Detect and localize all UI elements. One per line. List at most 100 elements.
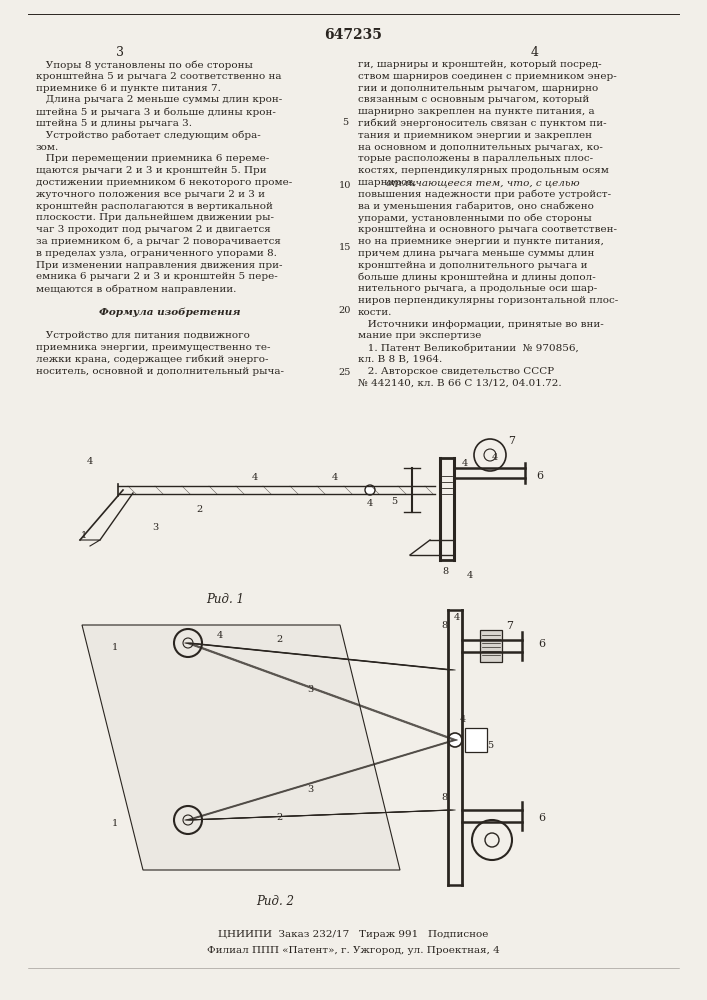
Text: 4: 4 bbox=[252, 474, 258, 483]
Text: Филиал ППП «Патент», г. Ужгород, ул. Проектная, 4: Филиал ППП «Патент», г. Ужгород, ул. Про… bbox=[206, 946, 499, 955]
Text: № 442140, кл. В 66 С 13/12, 04.01.72.: № 442140, кл. В 66 С 13/12, 04.01.72. bbox=[358, 379, 561, 388]
Text: кронштейна 5 и рычага 2 соответственно на: кронштейна 5 и рычага 2 соответственно н… bbox=[36, 72, 281, 81]
Text: 6: 6 bbox=[537, 471, 544, 481]
Text: шарнирно закреплен на пункте питания, а: шарнирно закреплен на пункте питания, а bbox=[358, 107, 595, 116]
Text: 4: 4 bbox=[460, 716, 466, 724]
Text: 1: 1 bbox=[112, 644, 118, 652]
Text: 1: 1 bbox=[112, 820, 118, 828]
Text: 5: 5 bbox=[487, 740, 493, 750]
Text: Источники информации, принятые во вни-: Источники информации, принятые во вни- bbox=[358, 320, 604, 329]
Text: чаг 3 проходит под рычагом 2 и двигается: чаг 3 проходит под рычагом 2 и двигается bbox=[36, 225, 271, 234]
Text: 4: 4 bbox=[454, 613, 460, 622]
Text: 4: 4 bbox=[367, 499, 373, 508]
Text: 8: 8 bbox=[441, 620, 447, 630]
Text: ством шарниров соединен с приемником энер-: ством шарниров соединен с приемником эне… bbox=[358, 72, 617, 81]
Text: кронштейн располагаются в вертикальной: кронштейн располагаются в вертикальной bbox=[36, 202, 273, 211]
Text: ги, шарниры и кронштейн, который посред-: ги, шарниры и кронштейн, который посред- bbox=[358, 60, 602, 69]
Text: 3: 3 bbox=[307, 686, 313, 694]
Text: но на приемнике энергии и пункте питания,: но на приемнике энергии и пункте питания… bbox=[358, 237, 604, 246]
Text: Устройство для питания подвижного: Устройство для питания подвижного bbox=[36, 331, 250, 340]
Circle shape bbox=[365, 485, 375, 495]
Text: кронштейна и дополнительного рычага и: кронштейна и дополнительного рычага и bbox=[358, 261, 588, 270]
Text: зом.: зом. bbox=[36, 143, 59, 152]
Text: 4: 4 bbox=[467, 572, 473, 580]
Text: 8: 8 bbox=[441, 794, 447, 802]
Text: 4: 4 bbox=[87, 458, 93, 466]
Text: плоскости. При дальнейшем движении ры-: плоскости. При дальнейшем движении ры- bbox=[36, 213, 274, 222]
Text: Рид. 2: Рид. 2 bbox=[256, 895, 294, 908]
Text: отличающееся тем, что, с целью: отличающееся тем, что, с целью bbox=[386, 178, 580, 187]
Text: 3: 3 bbox=[116, 46, 124, 59]
Polygon shape bbox=[82, 625, 400, 870]
Text: носитель, основной и дополнительный рыча-: носитель, основной и дополнительный рыча… bbox=[36, 367, 284, 376]
Text: При изменении направления движения при-: При изменении направления движения при- bbox=[36, 261, 283, 270]
Text: торые расположены в параллельных плос-: торые расположены в параллельных плос- bbox=[358, 154, 593, 163]
Text: 15: 15 bbox=[339, 243, 351, 252]
Text: на основном и дополнительных рычагах, ко-: на основном и дополнительных рычагах, ко… bbox=[358, 143, 603, 152]
Text: 5: 5 bbox=[391, 497, 397, 506]
Text: 6: 6 bbox=[539, 813, 546, 823]
Text: емника 6 рычаги 2 и 3 и кронштейн 5 пере-: емника 6 рычаги 2 и 3 и кронштейн 5 пере… bbox=[36, 272, 278, 281]
Text: мание при экспертизе: мание при экспертизе bbox=[358, 331, 481, 340]
Text: связанным с основным рычагом, который: связанным с основным рычагом, который bbox=[358, 95, 589, 104]
Text: мещаются в обратном направлении.: мещаются в обратном направлении. bbox=[36, 284, 236, 294]
Text: 10: 10 bbox=[339, 181, 351, 190]
Text: упорами, установленными по обе стороны: упорами, установленными по обе стороны bbox=[358, 213, 592, 223]
Text: Формула изобретения: Формула изобретения bbox=[99, 308, 241, 317]
Text: тания и приемником энергии и закреплен: тания и приемником энергии и закреплен bbox=[358, 131, 592, 140]
Text: за приемником 6, а рычаг 2 поворачивается: за приемником 6, а рычаг 2 поворачиваетс… bbox=[36, 237, 281, 246]
Text: При перемещении приемника 6 переме-: При перемещении приемника 6 переме- bbox=[36, 154, 269, 163]
Text: 2. Авторское свидетельство СССР: 2. Авторское свидетельство СССР bbox=[358, 367, 554, 376]
Text: 20: 20 bbox=[339, 306, 351, 315]
Text: Рид. 1: Рид. 1 bbox=[206, 593, 244, 606]
Text: 3: 3 bbox=[152, 524, 158, 532]
Circle shape bbox=[448, 733, 462, 747]
Text: ниров перпендикулярны горизонтальной плос-: ниров перпендикулярны горизонтальной пло… bbox=[358, 296, 618, 305]
Text: ЦНИИПИ  Заказ 232/17   Тираж 991   Подписное: ЦНИИПИ Заказ 232/17 Тираж 991 Подписное bbox=[218, 930, 489, 939]
Text: 2: 2 bbox=[277, 814, 283, 822]
Text: 4: 4 bbox=[462, 458, 468, 468]
Bar bbox=[480, 630, 502, 662]
Text: 4: 4 bbox=[217, 631, 223, 640]
Text: штейна 5 и длины рычага 3.: штейна 5 и длины рычага 3. bbox=[36, 119, 192, 128]
Text: шарниров,: шарниров, bbox=[358, 178, 420, 187]
Text: ва и уменьшения габаритов, оно снабжено: ва и уменьшения габаритов, оно снабжено bbox=[358, 202, 594, 211]
Text: Устройство работает следующим обра-: Устройство работает следующим обра- bbox=[36, 131, 261, 140]
Text: Длина рычага 2 меньше суммы длин крон-: Длина рычага 2 меньше суммы длин крон- bbox=[36, 95, 282, 104]
Text: причем длина рычага меньше суммы длин: причем длина рычага меньше суммы длин bbox=[358, 249, 595, 258]
Text: гибкий энергоноситель связан с пунктом пи-: гибкий энергоноситель связан с пунктом п… bbox=[358, 119, 607, 128]
Text: Упоры 8 установлены по обе стороны: Упоры 8 установлены по обе стороны bbox=[36, 60, 253, 70]
Text: 4: 4 bbox=[332, 474, 338, 483]
Text: 4: 4 bbox=[492, 454, 498, 462]
Bar bbox=[465, 728, 487, 752]
Text: 7: 7 bbox=[506, 621, 513, 631]
Text: 2: 2 bbox=[277, 636, 283, 645]
Text: 1. Патент Великобритании  № 970856,: 1. Патент Великобритании № 970856, bbox=[358, 343, 579, 353]
Text: 4: 4 bbox=[531, 46, 539, 59]
Text: 8: 8 bbox=[442, 568, 448, 576]
Text: 5: 5 bbox=[342, 118, 348, 127]
Text: гии и дополнительным рычагом, шарнирно: гии и дополнительным рычагом, шарнирно bbox=[358, 84, 598, 93]
Text: приемника энергии, преимущественно те-: приемника энергии, преимущественно те- bbox=[36, 343, 271, 352]
Text: 25: 25 bbox=[339, 368, 351, 377]
Text: костях, перпендикулярных продольным осям: костях, перпендикулярных продольным осям bbox=[358, 166, 609, 175]
Text: кронштейна и основного рычага соответствен-: кронштейна и основного рычага соответств… bbox=[358, 225, 617, 234]
Text: 647235: 647235 bbox=[324, 28, 382, 42]
Text: 2: 2 bbox=[197, 506, 203, 514]
Text: нительного рычага, а продольные оси шар-: нительного рычага, а продольные оси шар- bbox=[358, 284, 597, 293]
Text: достижении приемником 6 некоторого проме-: достижении приемником 6 некоторого проме… bbox=[36, 178, 292, 187]
Text: повышения надежности при работе устройст-: повышения надежности при работе устройст… bbox=[358, 190, 611, 199]
Text: 6: 6 bbox=[539, 639, 546, 649]
Text: в пределах узла, ограниченного упорами 8.: в пределах узла, ограниченного упорами 8… bbox=[36, 249, 277, 258]
Text: 1: 1 bbox=[81, 530, 87, 540]
Text: кости.: кости. bbox=[358, 308, 392, 317]
Text: штейна 5 и рычага 3 и больше длины крон-: штейна 5 и рычага 3 и больше длины крон- bbox=[36, 107, 276, 117]
Text: кл. В 8 В, 1964.: кл. В 8 В, 1964. bbox=[358, 355, 443, 364]
Text: лежки крана, содержащее гибкий энерго-: лежки крана, содержащее гибкий энерго- bbox=[36, 355, 269, 364]
Text: больше длины кронштейна и длины допол-: больше длины кронштейна и длины допол- bbox=[358, 272, 596, 282]
Text: 3: 3 bbox=[307, 786, 313, 794]
Text: щаются рычаги 2 и 3 и кронштейн 5. При: щаются рычаги 2 и 3 и кронштейн 5. При bbox=[36, 166, 267, 175]
Text: 7: 7 bbox=[508, 436, 515, 446]
Text: жуточного положения все рычаги 2 и 3 и: жуточного положения все рычаги 2 и 3 и bbox=[36, 190, 265, 199]
Text: приемнике 6 и пункте питания 7.: приемнике 6 и пункте питания 7. bbox=[36, 84, 221, 93]
